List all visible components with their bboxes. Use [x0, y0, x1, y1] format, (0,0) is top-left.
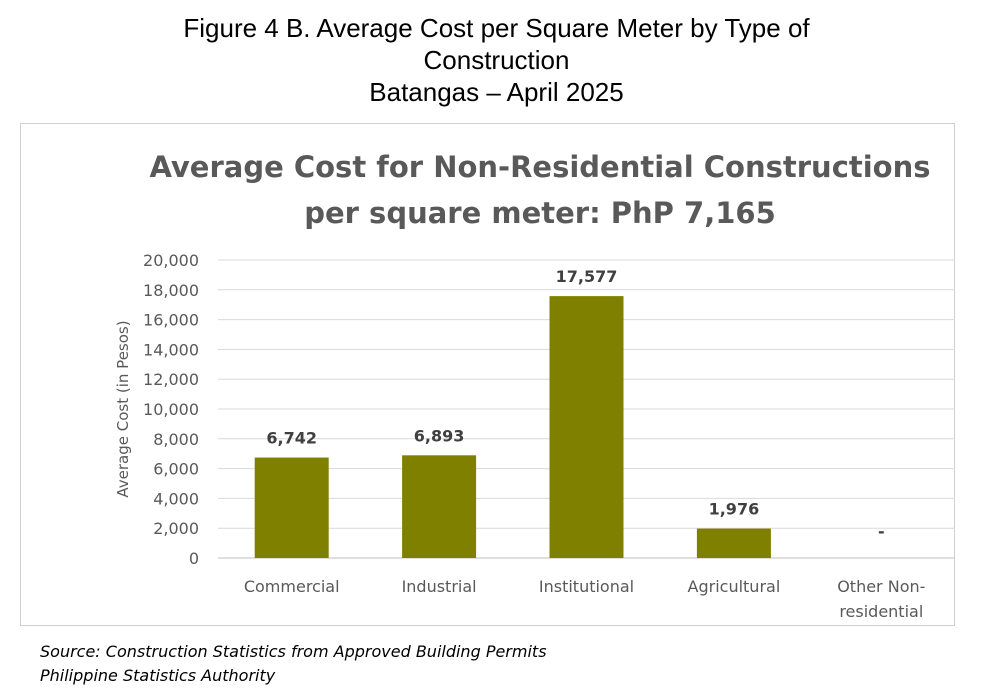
bar [254, 457, 329, 558]
bar [402, 455, 477, 558]
source-line-2: Philippine Statistics Authority [40, 666, 276, 685]
chart-title-line-2: per square meter: PhP 7,165 [304, 196, 776, 230]
bar [696, 528, 771, 558]
y-axis-title: Average Cost (in Pesos) [114, 320, 132, 497]
data-label: - [878, 522, 885, 541]
y-tick-label: 2,000 [153, 519, 199, 538]
chart-frame [20, 123, 955, 626]
source-note: Source: Construction Statistics from App… [40, 640, 547, 688]
y-tick-label: 20,000 [143, 251, 199, 270]
data-label: 17,577 [556, 267, 618, 286]
y-tick-label: 18,000 [143, 281, 199, 300]
chart-title-line-1: Average Cost for Non-Residential Constru… [149, 150, 931, 184]
data-label: 6,742 [266, 429, 317, 448]
figure-title-line-1: Figure 4 B. Average Cost per Square Mete… [183, 13, 810, 43]
x-tick-label: Agricultural [688, 577, 781, 596]
x-tick-label: Institutional [539, 577, 634, 596]
y-tick-label: 10,000 [143, 400, 199, 419]
figure-title-line-3: Batangas – April 2025 [369, 77, 624, 107]
x-tick-label: Other Non- [837, 577, 925, 596]
y-tick-label: 8,000 [153, 430, 199, 449]
y-tick-label: 16,000 [143, 311, 199, 330]
y-tick-label: 12,000 [143, 370, 199, 389]
data-label: 6,893 [414, 426, 465, 445]
chart-title: Average Cost for Non-Residential Constru… [20, 144, 993, 236]
data-label: 1,976 [709, 500, 760, 519]
figure-title: Figure 4 B. Average Cost per Square Mete… [0, 12, 993, 108]
y-tick-label: 4,000 [153, 489, 199, 508]
figure-title-line-2: Construction [423, 45, 570, 75]
bar [549, 296, 624, 558]
x-tick-label: residential [839, 602, 923, 621]
x-tick-label: Industrial [402, 577, 477, 596]
x-tick-label: Commercial [244, 577, 340, 596]
y-tick-label: 14,000 [143, 340, 199, 359]
y-tick-label: 6,000 [153, 460, 199, 479]
source-line-1: Source: Construction Statistics from App… [40, 642, 547, 661]
y-tick-label: 0 [189, 549, 199, 568]
